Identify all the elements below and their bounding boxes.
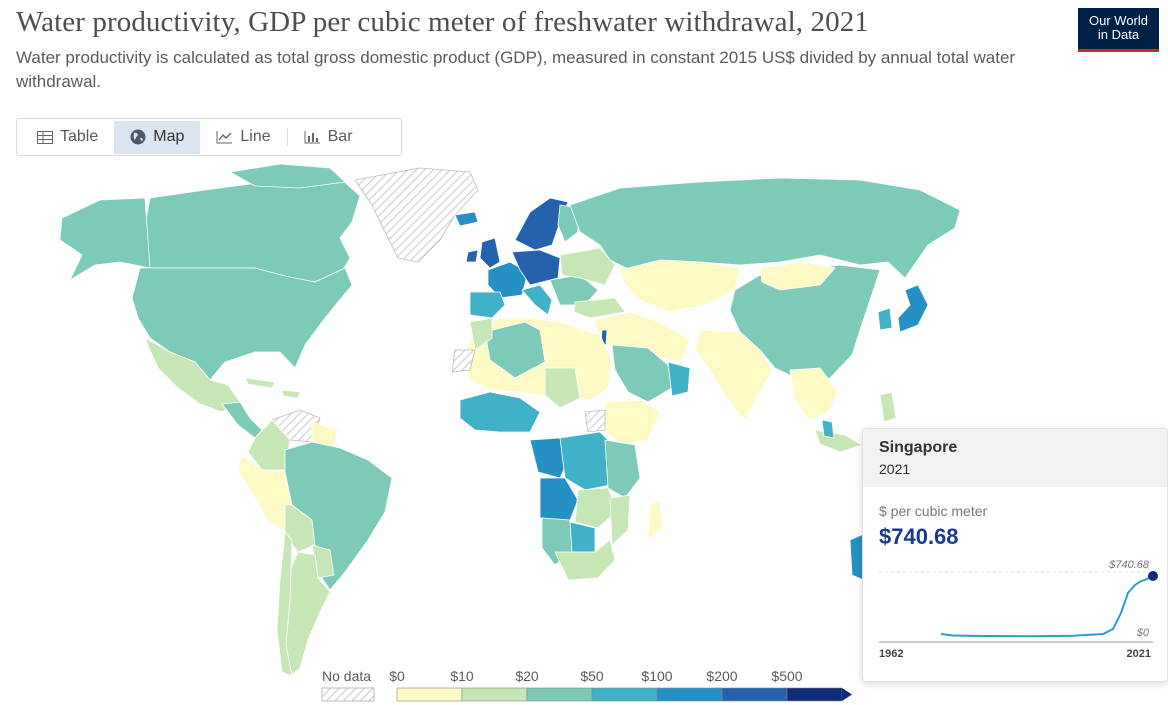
tab-map[interactable]: Map: [114, 120, 201, 154]
map-legend: No data $0 $10 $20 $50 $100 $200 $500: [321, 668, 852, 702]
region-alaska[interactable]: [59, 197, 151, 281]
tooltip-year: 2021: [879, 461, 911, 477]
region-saudi-arabia[interactable]: [611, 344, 673, 403]
tab-map-label: Map: [153, 128, 185, 145]
chart-title: Water productivity, GDP per cubic meter …: [16, 6, 869, 38]
region-japan[interactable]: [897, 284, 929, 333]
region-ethiopia[interactable]: [604, 399, 661, 446]
region-malaysia[interactable]: [821, 419, 835, 439]
legend-bin-label: $200: [706, 668, 737, 684]
region-morocco[interactable]: [469, 317, 493, 351]
spark-start-year: 1962: [879, 648, 903, 660]
owid-logo[interactable]: Our World in Data: [1078, 8, 1159, 52]
legend-swatch-1[interactable]: [461, 687, 528, 702]
legend-no-data-label: No data: [322, 668, 371, 684]
region-canada[interactable]: [139, 175, 361, 283]
region-west-africa[interactable]: [459, 391, 541, 433]
region-usa[interactable]: [131, 267, 353, 381]
region-central-europe[interactable]: [511, 249, 561, 286]
view-tabs: Table Map Line Bar: [16, 118, 402, 156]
tooltip-header: Singapore 2021: [863, 429, 1167, 487]
region-angola[interactable]: [539, 477, 579, 521]
region-russia[interactable]: [569, 177, 961, 279]
table-icon: [37, 130, 53, 144]
legend-bin-label: $500: [771, 668, 802, 684]
region-turkey[interactable]: [573, 297, 626, 319]
spark-min-label: $0: [1136, 627, 1150, 639]
region-eastern-europe[interactable]: [559, 247, 616, 286]
legend-swatch-6[interactable]: [786, 687, 843, 702]
region-oman-uae[interactable]: [667, 361, 691, 397]
region-uk[interactable]: [465, 237, 501, 269]
spark-end-point: [1148, 571, 1158, 581]
legend-swatch-4[interactable]: [656, 687, 723, 702]
legend-overflow-arrow: [842, 688, 852, 701]
region-india[interactable]: [694, 329, 773, 421]
tooltip-value: $740.68: [879, 524, 959, 549]
region-middle-east[interactable]: [594, 311, 691, 363]
spark-series-line: [940, 575, 1153, 638]
tab-table[interactable]: Table: [21, 121, 114, 154]
tab-line-label: Line: [240, 128, 271, 145]
legend-bin-label: $20: [515, 668, 539, 684]
region-iceland[interactable]: [454, 211, 479, 227]
globe-icon: [130, 129, 146, 145]
region-central-asia[interactable]: [619, 259, 741, 313]
tooltip-unit: $ per cubic meter: [879, 503, 988, 519]
legend-bin-label: $10: [450, 668, 474, 684]
legend-bin-label: $50: [580, 668, 604, 684]
region-caribbean[interactable]: [244, 377, 301, 399]
legend-bins: $0 $10 $20 $50 $100 $200 $500: [389, 668, 852, 702]
region-arctic-islands[interactable]: [229, 163, 346, 189]
region-southeast-asia[interactable]: [789, 367, 839, 421]
region-france[interactable]: [487, 261, 529, 299]
region-south-africa[interactable]: [554, 539, 616, 581]
region-korea[interactable]: [877, 307, 893, 331]
legend-swatch-2[interactable]: [526, 687, 593, 702]
spark-end-year: 2021: [1127, 648, 1151, 660]
region-philippines[interactable]: [879, 391, 897, 423]
region-madagascar[interactable]: [647, 499, 663, 541]
country-tooltip: Singapore 2021 $ per cubic meter $740.68…: [862, 428, 1168, 682]
chart-subtitle: Water productivity is calculated as tota…: [16, 48, 1016, 91]
region-chile[interactable]: [276, 531, 293, 677]
region-greenland[interactable]: [354, 167, 479, 263]
legend-swatch-3[interactable]: [591, 687, 658, 702]
region-west-sahara[interactable]: [451, 349, 476, 373]
legend-swatch-0[interactable]: [396, 687, 463, 702]
tab-table-label: Table: [60, 128, 99, 145]
tab-line[interactable]: Line: [200, 121, 286, 154]
region-mozambique[interactable]: [609, 494, 631, 546]
region-somalia[interactable]: [584, 409, 606, 433]
logo-line-1: Our World: [1089, 13, 1148, 28]
spark-max-label: $740.68: [1108, 559, 1150, 571]
region-italy[interactable]: [521, 284, 553, 316]
legend-bin-label: $100: [641, 668, 672, 684]
region-mongolia[interactable]: [759, 261, 836, 291]
region-indonesia[interactable]: [814, 429, 863, 453]
region-algeria[interactable]: [484, 321, 546, 379]
region-central-america[interactable]: [221, 401, 263, 439]
world-map[interactable]: No data $0 $10 $20 $50 $100 $200 $500: [0, 160, 1168, 705]
region-east-africa[interactable]: [604, 439, 641, 499]
line-chart-icon: [216, 131, 233, 144]
tab-bar-label: Bar: [327, 128, 353, 145]
region-sahel[interactable]: [544, 367, 581, 409]
sparkline: $740.68 $0 1962 2021: [879, 559, 1158, 660]
tab-bar[interactable]: Bar: [288, 121, 369, 154]
bar-chart-icon: [304, 131, 320, 144]
region-zambia[interactable]: [574, 487, 619, 529]
tab-divider: [286, 128, 288, 146]
region-iberia[interactable]: [469, 291, 506, 319]
tooltip-country: Singapore: [879, 439, 958, 456]
legend-swatch-5[interactable]: [721, 687, 788, 702]
legend-bin-label: $0: [389, 668, 405, 684]
legend-no-data-swatch: [321, 687, 375, 702]
logo-line-2: in Data: [1097, 27, 1140, 42]
